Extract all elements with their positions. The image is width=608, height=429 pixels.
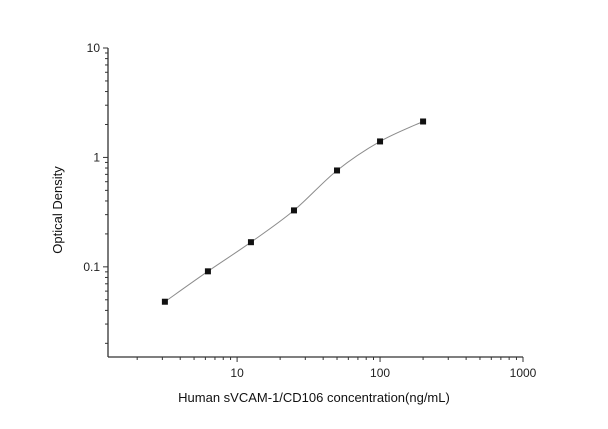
y-tick-label: 1 bbox=[93, 150, 100, 164]
y-axis-ticks: 0.1 1 10 bbox=[83, 41, 108, 344]
data-point-marker bbox=[290, 207, 297, 214]
data-point-marker bbox=[420, 118, 427, 125]
axes: 0.1 1 10 10 100 1000 bbox=[83, 41, 536, 380]
data-point-marker bbox=[377, 138, 384, 145]
x-axis-ticks: 10 100 1000 bbox=[136, 357, 537, 380]
data-markers bbox=[161, 118, 427, 305]
y-tick-label: 0.1 bbox=[83, 260, 100, 274]
x-tick-label: 100 bbox=[370, 366, 390, 380]
data-point-marker bbox=[247, 239, 254, 246]
y-axis-title: Optical Density bbox=[50, 166, 65, 254]
x-axis-title: Human sVCAM-1/CD106 concentration(ng/mL) bbox=[178, 390, 450, 405]
plot-area bbox=[161, 118, 427, 305]
x-tick-label: 1000 bbox=[510, 366, 537, 380]
data-point-marker bbox=[161, 298, 168, 305]
y-tick-label: 10 bbox=[87, 41, 101, 55]
data-point-marker bbox=[334, 167, 341, 174]
data-point-marker bbox=[204, 268, 211, 275]
x-tick-label: 10 bbox=[230, 366, 244, 380]
